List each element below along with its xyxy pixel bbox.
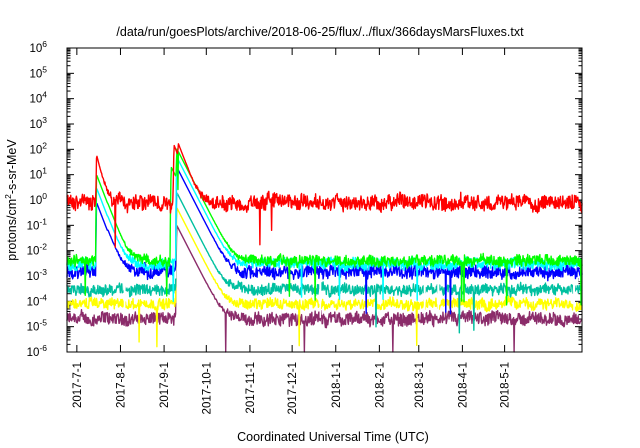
x-tick-label: 2017-8-1 xyxy=(115,362,127,408)
y-tick-label: 104 xyxy=(29,90,47,106)
flux-series-line xyxy=(66,192,583,334)
y-tick-label: 105 xyxy=(29,64,47,80)
chart-title: /data/run/goesPlots/archive/2018-06-25/f… xyxy=(116,25,524,39)
y-tick-label: 10-5 xyxy=(27,318,48,334)
y-tick-label: 10-2 xyxy=(27,242,48,258)
x-tick-label: 2017-10-1 xyxy=(201,362,213,414)
flux-series-line xyxy=(66,148,583,306)
y-tick-label: 10-4 xyxy=(27,292,48,308)
flux-series xyxy=(66,143,583,353)
x-tick-label: 2017-11-1 xyxy=(245,362,257,414)
y-tick-label: 102 xyxy=(29,140,47,156)
y-tick-label: 106 xyxy=(29,39,47,55)
plot-frame xyxy=(66,47,583,353)
y-axis-label: protons/cm2-s-sr-MeV xyxy=(3,139,19,261)
x-tick-label: 2017-9-1 xyxy=(159,362,171,408)
x-axis-ticks: 2017-7-1 2017-8-1 2017-9-1 2017-10-1 2017-11… xyxy=(72,48,512,414)
x-tick-label: 2018-3-1 xyxy=(414,362,426,408)
y-tick-label: 10-1 xyxy=(27,216,48,232)
x-axis-label: Coordinated Universal Time (UTC) xyxy=(237,430,429,444)
flux-series-line xyxy=(66,166,583,315)
x-tick-label: 2017-7-1 xyxy=(72,362,84,408)
x-tick-label: 2018-1-1 xyxy=(331,362,343,408)
x-tick-label: 2017-12-1 xyxy=(287,362,299,414)
flux-series-line xyxy=(66,143,583,248)
y-tick-label: 10-6 xyxy=(27,343,48,359)
y-tick-label: 10-3 xyxy=(27,267,48,283)
y-tick-label: 101 xyxy=(29,166,47,182)
flux-series-line xyxy=(66,207,583,348)
flux-series-line xyxy=(66,225,583,353)
y-tick-label: 100 xyxy=(29,191,47,207)
x-tick-label: 2018-2-1 xyxy=(374,362,386,408)
x-tick-label: 2018-5-1 xyxy=(500,362,512,408)
x-tick-label: 2018-4-1 xyxy=(457,362,469,408)
y-tick-label: 103 xyxy=(29,115,47,131)
